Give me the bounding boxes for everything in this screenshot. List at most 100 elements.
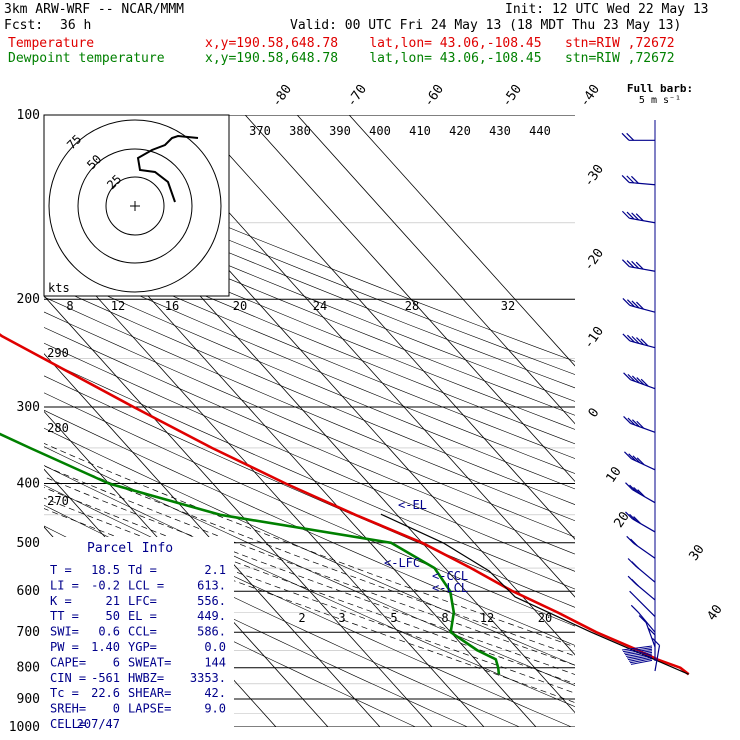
temperature-legend: Temperature <box>8 36 95 51</box>
wind-barb-flag <box>626 175 635 184</box>
parcel-info-title: Parcel Info <box>87 541 173 556</box>
mixing-ratio-lower-label: 2 <box>298 611 305 625</box>
surface-wind-barb <box>628 656 653 662</box>
wind-barb-flag <box>630 604 639 613</box>
surface-wind-barb <box>629 658 653 664</box>
wind-barb-flag <box>631 260 640 269</box>
level-annotation: <-LFC <box>384 556 420 570</box>
parcel-info-value: 144 <box>204 655 226 669</box>
pressure-tick-label: 200 <box>17 292 40 307</box>
parcel-info-value: 207/47 <box>77 717 120 731</box>
moist-adiabat-line <box>44 298 575 727</box>
parcel-info-value: -0.2 <box>91 578 120 592</box>
parcel-info-key: SWEAT= <box>128 655 171 669</box>
surface-wind-barb <box>626 653 653 659</box>
theta-label: 380 <box>289 124 311 138</box>
surface-wind-barb <box>630 659 653 665</box>
parcel-info-value: 586. <box>197 625 226 639</box>
surface-wind-barb <box>622 647 653 653</box>
theta-left-label: 270 <box>47 494 69 508</box>
mixing-ratio-lower-label: 12 <box>480 611 494 625</box>
level-annotation: <-EL <box>398 498 427 512</box>
parcel-info-key: YGP= <box>128 640 157 654</box>
parcel-info-key: CCL= <box>128 625 157 639</box>
parcel-info-key: LFC= <box>128 594 157 608</box>
theta-label: 400 <box>369 124 391 138</box>
dry-adiabat-line <box>44 115 575 727</box>
wind-barb-flag <box>624 451 632 460</box>
sounding-line-0 <box>0 333 690 676</box>
mixing-ratio-label: 12 <box>111 299 125 313</box>
mixing-ratio-lower-label: 3 <box>338 611 345 625</box>
parcel-info-value: 18.5 <box>91 563 120 577</box>
parcel-info-key: TT = <box>50 609 79 623</box>
dry-adiabat-line <box>44 115 575 727</box>
pressure-tick-label: 100 <box>17 108 40 123</box>
surface-wind-barb <box>621 645 653 651</box>
wind-barb-flag <box>623 372 631 381</box>
pressure-tick-label: 600 <box>17 584 40 599</box>
isotherm-line <box>348 115 575 727</box>
dry-adiabat-line <box>44 115 575 727</box>
wind-barb-flag <box>623 416 631 424</box>
diagram-grid <box>0 115 575 727</box>
parcel-info-value: 0 <box>113 702 120 716</box>
isotherm-label: -10 <box>581 324 607 352</box>
wind-barb-flag <box>636 337 644 346</box>
model-title: 3km ARW-WRF -- NCAR/MMM <box>4 2 185 17</box>
parcel-info-key: CELL= <box>50 717 86 731</box>
mixing-ratio-label: 8 <box>66 299 73 313</box>
parcel-info-value: 50 <box>106 609 120 623</box>
dry-adiabat-line <box>44 115 575 727</box>
dry-adiabat-line <box>44 115 575 727</box>
wind-barb-flag <box>635 261 644 270</box>
pressure-tick-label: 800 <box>17 661 40 676</box>
mixing-ratio-label: 20 <box>233 299 247 313</box>
wind-barb-flag <box>627 373 636 382</box>
wind-barb-flag <box>647 627 656 636</box>
wind-barb-flag <box>631 578 640 587</box>
wind-barb-flag <box>625 482 633 491</box>
parcel-info-value: 1.40 <box>91 640 120 654</box>
wind-barb-flag <box>621 259 630 268</box>
mixing-ratio-lower-label: 5 <box>390 611 397 625</box>
mixing-ratio-label: 32 <box>501 299 515 313</box>
wind-barb <box>637 611 656 633</box>
isotherm-line <box>0 115 16 727</box>
isotherm-label: 30 <box>686 542 707 563</box>
parcel-info-key: LCL = <box>128 578 164 592</box>
dry-adiabat-line <box>44 115 575 727</box>
mixing-ratio-lower-label: 8 <box>441 611 448 625</box>
wind-barb-flag <box>636 457 645 466</box>
dry-adiabat-line <box>44 115 575 727</box>
parcel-info-value: 22.6 <box>91 686 120 700</box>
parcel-info-value: 3353. <box>190 671 226 685</box>
theta-label: 420 <box>449 124 471 138</box>
valid-time: Valid: 00 UTC Fri 24 May 13 (18 MDT Thu … <box>290 18 682 33</box>
wind-barb-flag <box>622 298 631 306</box>
wind-barb-flag <box>631 375 640 384</box>
surface-wind-barb <box>624 650 653 656</box>
dewpoint-legend: Dewpoint temperature <box>8 51 165 66</box>
wind-barb-flag <box>632 455 641 464</box>
isotherm-label: -80 <box>269 82 295 110</box>
wind-barb-flag <box>636 301 644 310</box>
parcel-info-key: LI = <box>50 578 79 592</box>
wind-barb-flag <box>636 420 645 429</box>
moist-adiabat-line <box>44 298 575 727</box>
init-time: Init: 12 UTC Wed 22 May 13 <box>505 2 709 17</box>
theta-label: 430 <box>489 124 511 138</box>
wind-barb-flag <box>631 419 640 428</box>
mixing-ratio-label: 28 <box>405 299 419 313</box>
dry-adiabat-line <box>44 115 575 727</box>
dry-adiabat-line <box>44 115 575 727</box>
hodograph-ring <box>48 119 222 293</box>
moist-adiabat-line <box>44 298 575 727</box>
wind-barb-flag <box>629 590 638 599</box>
dry-adiabat-line <box>44 115 575 727</box>
isotherm-line <box>44 115 433 727</box>
isotherm-label: 0 <box>586 405 603 420</box>
dewpoint-location: x,y=190.58,648.78 lat,lon= 43.06,-108.45… <box>205 51 675 66</box>
temperature-location: x,y=190.58,648.78 lat,lon= 43.06,-108.45… <box>205 36 675 51</box>
isotherm-label: -70 <box>344 82 370 110</box>
